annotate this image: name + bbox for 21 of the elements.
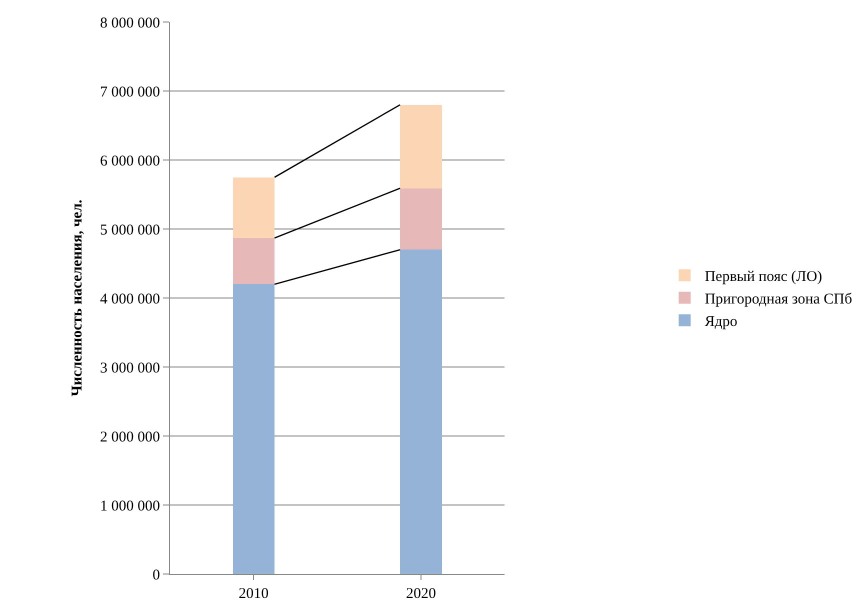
bar <box>400 104 442 188</box>
legend-label: Пригородная зона СПб <box>704 292 852 308</box>
legend-label: Первый пояс (ЛО) <box>704 269 822 286</box>
y-tick-label: 5 000 000 <box>100 222 160 238</box>
y-tick-label: 1 000 000 <box>100 498 160 514</box>
y-tick-label: 0 <box>152 567 160 584</box>
bar <box>400 250 442 574</box>
x-tick-label: 2020 <box>406 586 436 602</box>
y-tick-label: 7 000 000 <box>100 84 160 100</box>
bar <box>232 238 275 284</box>
x-tick-label: 2010 <box>238 586 269 602</box>
legend-label: Ядро <box>704 314 738 330</box>
bar <box>232 284 275 574</box>
y-tick-label: 6 000 000 <box>100 153 160 170</box>
y-tick-label: 2 000 000 <box>100 429 160 446</box>
y-axis-title: Численность населения, чел. <box>69 199 86 396</box>
bar <box>232 177 275 238</box>
bar <box>400 188 442 250</box>
y-tick-label: 4 000 000 <box>100 291 160 308</box>
y-tick-label: 3 000 000 <box>100 360 160 376</box>
y-tick-label: 8 000 000 <box>100 15 160 32</box>
